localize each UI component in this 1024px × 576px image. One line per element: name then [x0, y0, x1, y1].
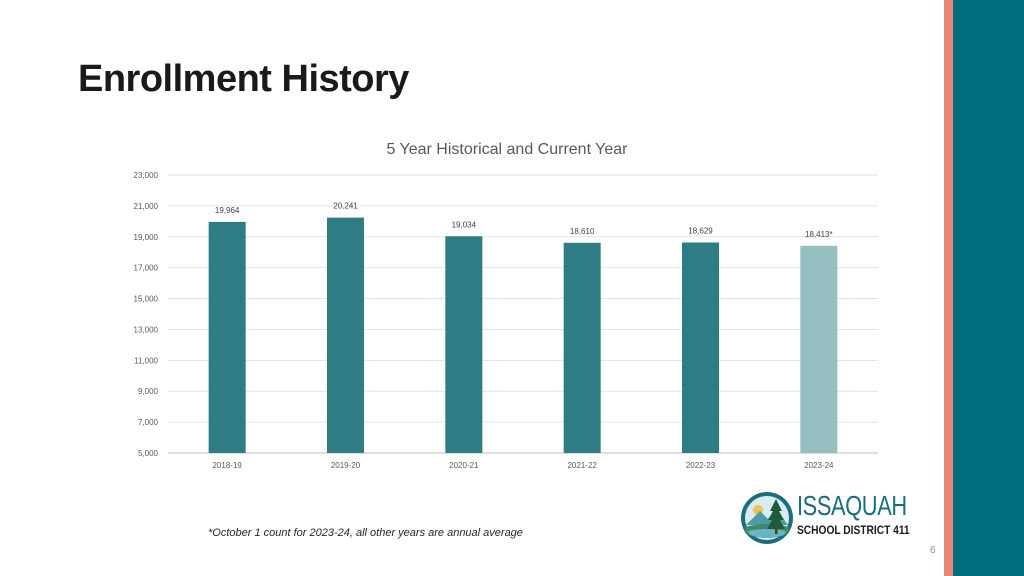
- x-axis-labels: 2018-19 2019-20 2020-21 2021-22 2022-23 2023-…: [212, 461, 834, 470]
- data-label: 18,629: [688, 227, 713, 236]
- y-tick-label: 21,000: [134, 202, 159, 211]
- y-tick-label: 23,000: [134, 171, 159, 180]
- data-label: 18,610: [570, 227, 595, 236]
- y-tick-label: 17,000: [134, 264, 159, 273]
- slide-title: Enrollment History: [78, 58, 409, 100]
- bar-2023-24: [800, 245, 838, 453]
- bar-2022-23: [682, 242, 719, 453]
- footnote: *October 1 count for 2023-24, all other …: [208, 527, 523, 539]
- x-tick-label: 2020-21: [449, 461, 479, 470]
- side-band: [953, 0, 1024, 576]
- chart-title: 5 Year Historical and Current Year: [386, 141, 628, 158]
- bar-2019-20: [327, 217, 364, 453]
- bar-2020-21: [445, 236, 483, 453]
- y-tick-label: 5,000: [138, 449, 159, 458]
- data-label: 19,034: [452, 220, 477, 229]
- district-logo: ISSAQUAH SCHOOL DISTRICT 411: [740, 490, 926, 546]
- y-tick-label: 13,000: [134, 325, 159, 334]
- y-tick-label: 7,000: [138, 418, 159, 427]
- y-tick-label: 19,000: [134, 233, 159, 242]
- data-label: 20,241: [333, 202, 358, 211]
- logo-subtitle: SCHOOL DISTRICT 411: [797, 523, 910, 537]
- accent-stripe: [944, 0, 953, 576]
- chart-gridlines: [168, 174, 878, 454]
- y-tick-label: 15,000: [134, 295, 159, 304]
- x-tick-label: 2022-23: [686, 461, 716, 470]
- x-tick-label: 2021-22: [567, 461, 597, 470]
- x-tick-label: 2018-19: [212, 461, 242, 470]
- data-label: 18,413*: [805, 230, 833, 239]
- x-tick-label: 2019-20: [331, 461, 361, 470]
- y-tick-label: 11,000: [134, 356, 158, 365]
- data-label: 19,964: [215, 206, 240, 215]
- page-number: 6: [930, 545, 936, 556]
- logo-wordmark: ISSAQUAH: [797, 490, 907, 521]
- chart-bars: [208, 217, 838, 453]
- bar-2018-19: [208, 221, 246, 453]
- x-tick-label: 2023-24: [804, 461, 834, 470]
- chart-data-labels: 19,964 20,241 19,034 18,610 18,629 18,413*: [215, 202, 833, 239]
- bar-2021-22: [563, 242, 601, 453]
- mountain-tree-emblem-icon: [741, 492, 793, 544]
- enrollment-bar-chart: 5,000 7,000 9,000 11,000 13,000 15,000 17,000 1…: [134, 171, 878, 470]
- y-axis-labels: 5,000 7,000 9,000 11,000 13,000 15,000 17,000 1…: [134, 171, 159, 458]
- y-tick-label: 9,000: [138, 387, 159, 396]
